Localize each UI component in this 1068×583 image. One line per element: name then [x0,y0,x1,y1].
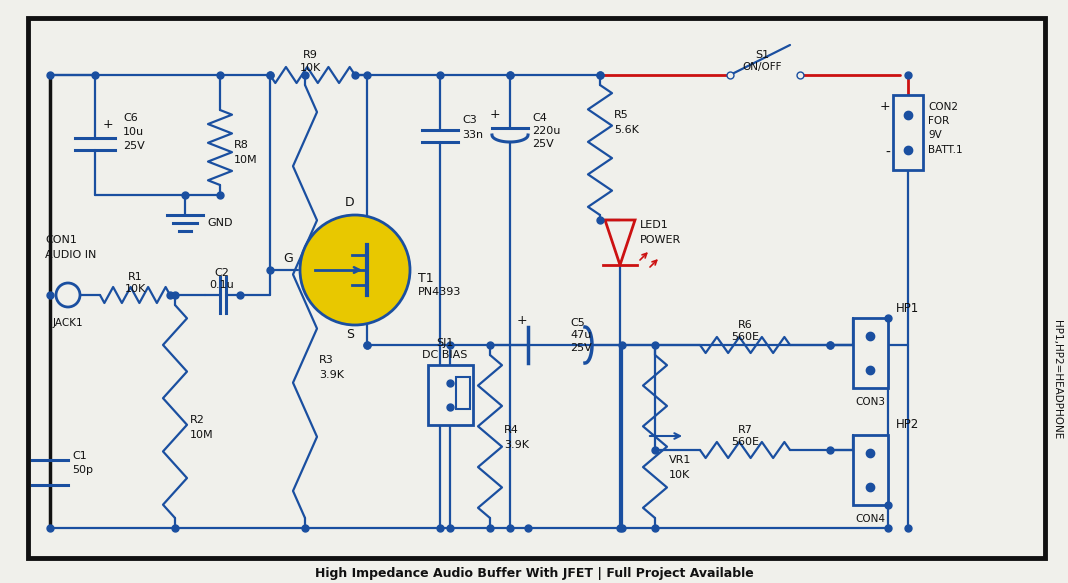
Text: 3.9K: 3.9K [504,440,529,450]
Text: DC BIAS: DC BIAS [422,350,468,360]
Text: VR1: VR1 [669,455,691,465]
Text: HP1,HP2=HEADPHONE: HP1,HP2=HEADPHONE [1052,321,1062,440]
Text: 560E: 560E [731,332,759,342]
Text: 560E: 560E [731,437,759,447]
Text: -: - [885,146,890,160]
Text: 10M: 10M [234,155,257,165]
Text: CON3: CON3 [855,397,885,407]
Text: +: + [879,100,890,114]
Bar [893,95,923,170]
Text: 5.6K: 5.6K [614,125,639,135]
Text: 10K: 10K [299,63,320,73]
Text: S: S [346,328,354,342]
Text: High Impedance Audio Buffer With JFET | Full Project Available: High Impedance Audio Buffer With JFET | … [315,567,753,580]
Text: 0.1u: 0.1u [209,280,234,290]
Bar [428,365,473,425]
Text: 25V: 25V [570,343,592,353]
Text: 10K: 10K [669,470,690,480]
Text: T1: T1 [418,272,434,285]
Text: S1: S1 [755,50,769,60]
Text: GND: GND [207,218,233,228]
Bar [853,318,888,388]
Text: +: + [489,108,500,121]
Bar [456,377,470,409]
Text: 25V: 25V [123,141,145,151]
Text: R4: R4 [504,425,519,435]
Text: R7: R7 [738,425,753,435]
Text: 10M: 10M [190,430,214,440]
Text: CON4: CON4 [855,514,885,524]
Bar [853,435,888,505]
Text: 25V: 25V [532,139,553,149]
Text: R2: R2 [190,415,205,425]
Text: AUDIO IN: AUDIO IN [45,250,96,260]
Text: 33n: 33n [462,130,483,140]
Text: FOR: FOR [928,116,949,126]
Text: G: G [283,251,293,265]
Text: BATT.1: BATT.1 [928,145,962,155]
Text: R3: R3 [319,355,333,365]
Text: PN4393: PN4393 [418,287,461,297]
Circle shape [56,283,80,307]
Text: SJ1: SJ1 [437,338,454,348]
Text: R9: R9 [302,50,317,60]
Text: C5: C5 [570,318,585,328]
Text: R8: R8 [234,140,249,150]
Text: CON1: CON1 [45,235,77,245]
Text: 10K: 10K [124,284,145,294]
Text: 220u: 220u [532,126,561,136]
Text: C3: C3 [462,115,476,125]
Text: C6: C6 [123,113,138,123]
Text: JACK1: JACK1 [52,318,83,328]
Text: 50p: 50p [72,465,93,475]
Text: C1: C1 [72,451,87,461]
Text: C2: C2 [215,268,230,278]
Text: C4: C4 [532,113,547,123]
Circle shape [300,215,410,325]
Text: R6: R6 [738,320,752,330]
Text: 10u: 10u [123,127,144,137]
Text: 3.9K: 3.9K [319,370,344,380]
Text: LED1: LED1 [640,220,669,230]
Text: POWER: POWER [640,235,681,245]
Text: R1: R1 [127,272,142,282]
Text: +: + [103,118,113,132]
Text: 9V: 9V [928,130,942,140]
Text: R5: R5 [614,110,629,120]
Text: HP2: HP2 [896,419,920,431]
Text: D: D [345,196,355,209]
Text: HP1: HP1 [896,301,920,314]
Text: 47u: 47u [570,330,592,340]
Text: +: + [517,314,528,328]
Text: CON2: CON2 [928,102,958,112]
Text: ON/OFF: ON/OFF [742,62,782,72]
